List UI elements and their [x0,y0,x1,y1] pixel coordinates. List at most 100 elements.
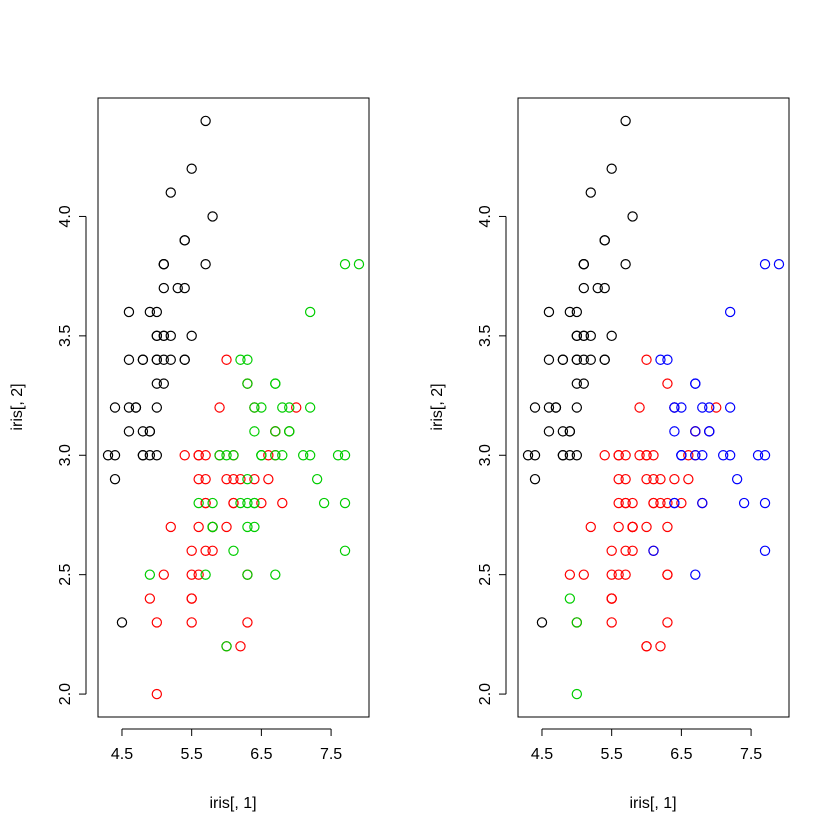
data-point [613,450,624,461]
x-tick-label: 7.5 [740,746,762,763]
data-point [249,473,260,485]
data-point [571,378,583,389]
y-tick-label: 4.0 [477,205,494,227]
data-point [151,617,163,628]
data-point [353,259,365,270]
data-point [221,354,232,365]
x-axis-title: iris[, 1] [629,795,676,812]
data-point [130,402,142,413]
data-point [655,354,666,365]
data-point [599,354,610,365]
plot-frame [517,97,790,718]
data-point [151,354,163,365]
plot-frame [97,97,370,718]
data-point [648,545,659,556]
point-series [144,259,365,652]
data-point [228,473,239,485]
data-point [249,521,260,533]
data-point [683,450,694,461]
data-point [773,259,785,270]
data-point [144,306,156,318]
data-point [151,402,163,413]
data-point [697,450,708,461]
data-point [543,426,555,437]
data-point [165,330,176,342]
data-point [704,402,715,413]
x-tick-label: 4.5 [531,746,553,763]
data-point [759,259,771,270]
data-point [627,545,638,556]
data-point [158,330,169,342]
data-point [179,235,190,246]
data-point [620,545,631,556]
data-point [339,259,351,270]
data-point [669,497,680,509]
data-point [151,378,163,389]
data-point [284,426,295,437]
point-series [648,259,785,580]
data-point [200,497,211,509]
y-tick-label: 4.0 [57,205,74,227]
data-point [256,402,267,413]
data-point [662,497,673,509]
data-point [571,354,583,365]
data-point [606,545,617,556]
data-point [655,497,666,509]
data-point [690,569,701,580]
data-point [242,569,253,580]
data-point [571,617,583,628]
data-point [179,354,190,365]
data-point [144,426,156,437]
data-point [158,378,169,389]
data-point [690,426,701,437]
data-point [648,497,659,509]
data-point [662,378,673,389]
data-point [613,473,624,485]
data-point [200,115,211,127]
data-point [158,354,169,365]
data-point [585,330,596,342]
data-point [676,402,687,413]
data-point [669,473,680,485]
x-tick-label: 4.5 [111,746,133,763]
data-point [641,521,652,533]
data-point [186,545,197,556]
data-point [571,450,583,461]
y-tick-label: 2.5 [57,563,74,585]
data-point [311,473,323,485]
data-point [165,187,176,198]
data-point [578,378,589,389]
data-point [179,282,190,294]
data-point [690,378,701,389]
x-tick-label: 5.5 [181,746,203,763]
data-point [606,617,617,628]
y-tick-label: 3.5 [57,325,74,347]
data-point [151,330,163,342]
data-point [564,450,576,461]
data-point [578,354,589,365]
data-point [738,497,750,509]
data-point [263,450,274,461]
data-point [242,378,253,389]
point-series [564,354,722,652]
data-point [724,402,736,413]
data-point [557,426,569,437]
data-point [669,426,680,437]
x-tick-label: 6.5 [670,746,692,763]
y-tick-label: 2.0 [477,683,494,705]
data-point [165,354,176,365]
data-point [662,569,673,580]
data-point [543,306,555,318]
data-point [270,569,281,580]
data-point [613,497,624,509]
data-point [109,402,121,413]
data-point [116,617,128,628]
data-point [641,450,652,461]
data-point [186,163,197,174]
data-point [557,450,569,461]
data-point [304,306,316,318]
data-point [186,330,197,342]
data-point [193,450,204,461]
data-point [193,521,204,533]
